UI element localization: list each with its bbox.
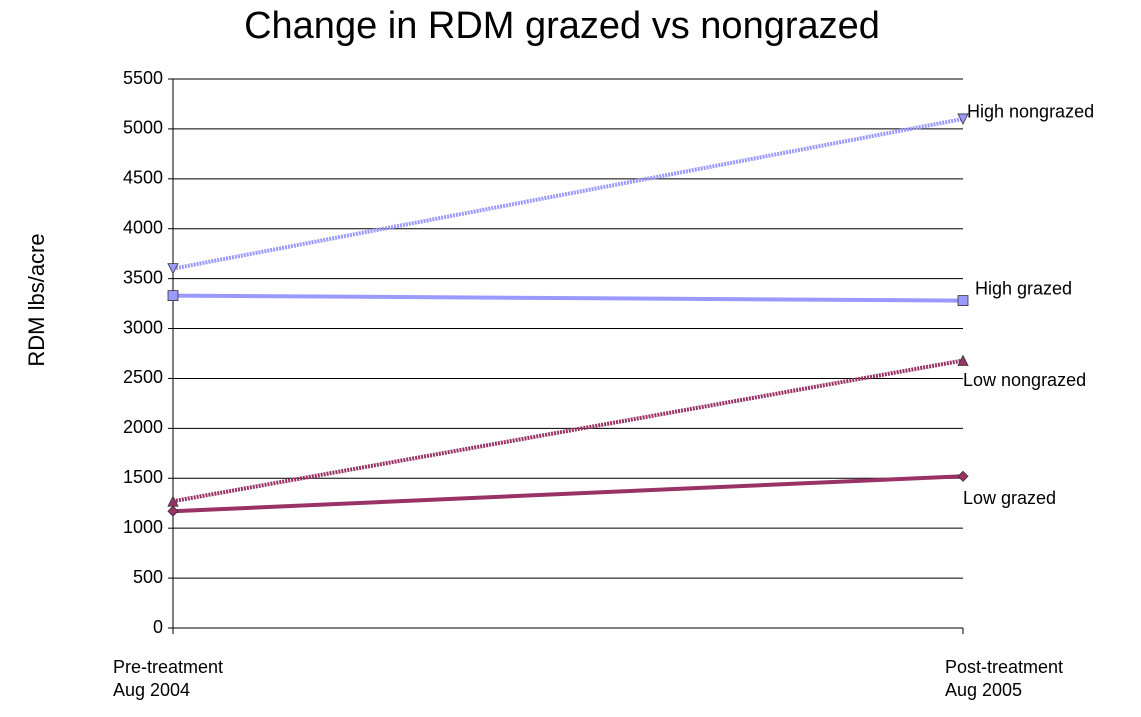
y-tick-label: 4500 [123,168,163,188]
x-tick-label: Pre-treatment Aug 2004 [113,657,224,700]
y-tick-label: 1500 [123,467,163,487]
y-tick-label: 2000 [123,417,163,437]
chart-title: Change in RDM grazed vs nongrazed [244,5,880,47]
x-tick-label: Post-treatment Aug 2005 [945,657,1064,700]
marker [167,263,179,275]
y-tick-label: 4000 [123,217,163,237]
marker [167,505,179,517]
series-line [172,116,964,271]
y-tick-label: 5000 [123,118,163,138]
marker [957,295,969,306]
series-label: High grazed [975,278,1072,298]
marker [957,470,969,482]
y-tick-label: 0 [153,617,163,637]
y-tick-label: 500 [133,567,163,587]
y-tick-label: 3500 [123,267,163,287]
marker [167,290,179,302]
series-label: High nongrazed [967,102,1094,122]
marker [957,354,969,366]
series-line [172,474,964,514]
y-tick-label: 1000 [123,517,163,537]
series-label: Low grazed [963,488,1056,508]
marker [957,113,969,125]
series-line [172,293,964,303]
y-axis-title: RDM lbs/acre [24,233,49,366]
y-tick-label: 3000 [123,317,163,337]
series-line [172,358,964,504]
y-tick-label: 2500 [123,367,163,387]
y-tick-label: 5500 [123,68,163,88]
series-label: Low nongrazed [963,370,1086,390]
